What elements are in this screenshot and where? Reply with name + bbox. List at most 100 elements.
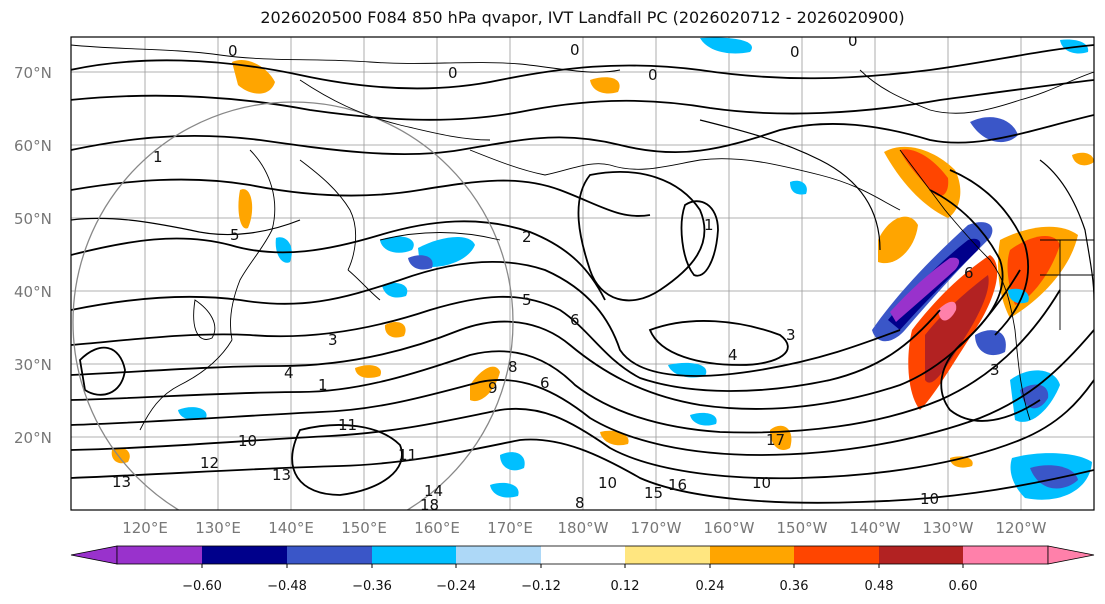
contour-label: 10 — [920, 490, 939, 508]
colorbar-segments — [116, 545, 1049, 565]
warm-patch — [1072, 152, 1094, 166]
contour-label: 8 — [508, 358, 518, 376]
colorbar-segment — [541, 546, 625, 564]
colorbar-extend-high — [1047, 545, 1095, 565]
colorbar-segment — [456, 546, 541, 564]
warm-patch — [470, 366, 500, 402]
warm-patch — [384, 322, 406, 338]
longitude-labels: 120°E 130°E 140°E 150°E 160°E 170°E 180°… — [122, 519, 1046, 537]
lon-label: 180°W — [558, 519, 609, 537]
colorbar-tick-label: 0.48 — [865, 579, 894, 594]
colorbar-extend-low — [70, 545, 118, 565]
plot-title: 2026020500 F084 850 hPa qvapor, IVT Land… — [260, 8, 905, 27]
map-border — [70, 36, 1095, 511]
cool-patch — [970, 117, 1018, 143]
colorbar-segment — [625, 546, 710, 564]
hot-patch — [1007, 235, 1060, 305]
lat-label: 50°N — [14, 210, 52, 228]
cool-patch — [500, 452, 525, 471]
contour-label: 8 — [575, 494, 585, 512]
contour-label: 6 — [964, 264, 974, 282]
lat-label: 40°N — [14, 283, 52, 301]
contour-label: 2 — [522, 228, 532, 246]
lat-label: 60°N — [14, 137, 52, 155]
contour-label: 3 — [990, 361, 1000, 379]
colorbar: −0.60 −0.48 −0.36 −0.24 −0.12 0.12 0.24 … — [70, 545, 1095, 594]
colorbar-tick-label: −0.48 — [267, 579, 307, 594]
warm-patch — [878, 216, 918, 264]
lon-label: 170°E — [487, 519, 533, 537]
contour-label: 1 — [704, 216, 714, 234]
contour-label: 6 — [570, 311, 580, 329]
contour-label: 18 — [420, 496, 439, 514]
contour-label: 4 — [284, 364, 294, 382]
contour-label: 10 — [238, 432, 257, 450]
hot-patch — [925, 275, 989, 383]
contour-label: 9 — [488, 379, 498, 397]
colorbar-tick-label: 0.36 — [780, 579, 809, 594]
cool-patch — [382, 282, 408, 298]
hot-patch — [938, 301, 957, 321]
contour-label: 4 — [728, 346, 738, 364]
landfall-radius-circle — [72, 101, 514, 510]
cool-patch — [490, 482, 519, 498]
map-content: 0 0 0 0 0 0 1 1 1 2 3 3 3 4 4 5 5 6 6 6 … — [71, 32, 1094, 514]
ivt-contours — [71, 44, 1094, 504]
colorbar-tick-label: −0.12 — [521, 579, 561, 594]
cool-patch — [975, 330, 1006, 356]
cool-patch — [790, 180, 807, 195]
contour-label: 13 — [272, 466, 291, 484]
contour-label: 6 — [540, 374, 550, 392]
colorbar-segment — [117, 546, 202, 564]
lon-label: 130°W — [923, 519, 974, 537]
warm-patch — [355, 365, 381, 378]
contour-label: 15 — [644, 484, 663, 502]
contour-label: 0 — [570, 41, 580, 59]
cool-patch — [668, 362, 707, 378]
contour-label: 0 — [648, 66, 658, 84]
lon-label: 170°W — [631, 519, 682, 537]
contour-label: 1 — [153, 148, 163, 166]
cool-patch — [700, 37, 752, 54]
cool-patch — [690, 412, 717, 426]
contour-label: 13 — [112, 473, 131, 491]
warm-patch — [111, 447, 130, 464]
cool-patch — [890, 257, 960, 322]
contour-label: 5 — [522, 291, 532, 309]
colorbar-tick-label: 0.24 — [696, 579, 725, 594]
lat-label: 30°N — [14, 356, 52, 374]
colorbar-segment — [372, 546, 456, 564]
cool-patch — [1030, 465, 1078, 489]
contour-label: 5 — [230, 226, 240, 244]
lon-label: 130°E — [195, 519, 241, 537]
contour-labels: 0 0 0 0 0 0 1 1 1 2 3 3 3 4 4 5 5 6 6 6 … — [112, 32, 1000, 514]
cool-patch — [380, 236, 414, 253]
colorbar-segment — [963, 546, 1048, 564]
lon-label: 140°W — [850, 519, 901, 537]
colorbar-segment — [287, 546, 372, 564]
contour-label: 10 — [752, 474, 771, 492]
colorbar-segment — [710, 546, 794, 564]
contour-label: 16 — [668, 476, 687, 494]
contour-label: 11 — [398, 446, 417, 464]
cool-patch — [1020, 384, 1049, 409]
contour-label: 0 — [448, 64, 458, 82]
colorbar-tick-labels: −0.60 −0.48 −0.36 −0.24 −0.12 0.12 0.24 … — [182, 579, 977, 594]
colorbar-tick-label: −0.36 — [352, 579, 392, 594]
warm-patch — [600, 430, 629, 446]
contour-label: 3 — [786, 326, 796, 344]
lat-label: 70°N — [14, 64, 52, 82]
contour-label: 10 — [598, 474, 617, 492]
colorbar-tick-label: 0.60 — [949, 579, 978, 594]
coastlines — [71, 44, 1094, 431]
latitude-labels: 70°N 60°N 50°N 40°N 30°N 20°N — [14, 64, 52, 447]
colorbar-tick-label: −0.24 — [436, 579, 476, 594]
contour-label: 0 — [228, 42, 238, 60]
warm-patch — [590, 77, 620, 94]
cool-patch — [408, 255, 433, 270]
contour-label: 3 — [328, 331, 338, 349]
contour-label: 0 — [848, 32, 858, 50]
lon-label: 120°W — [996, 519, 1047, 537]
warm-patch — [884, 146, 961, 218]
